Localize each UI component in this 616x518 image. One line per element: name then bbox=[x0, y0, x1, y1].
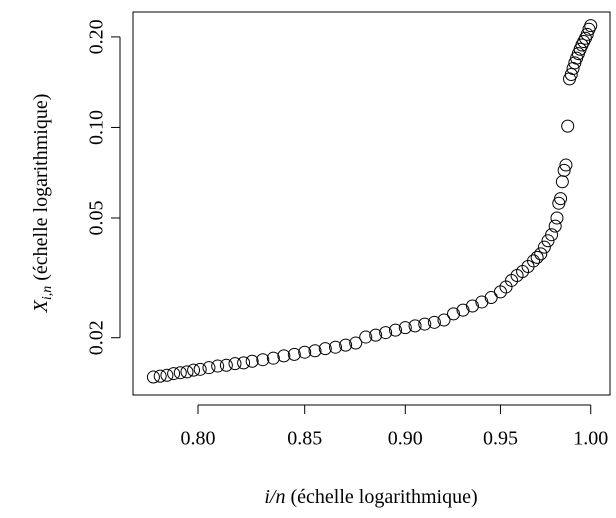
point bbox=[228, 357, 242, 371]
point bbox=[527, 254, 541, 268]
point bbox=[193, 362, 207, 376]
point bbox=[537, 240, 551, 254]
point bbox=[564, 67, 578, 81]
point bbox=[237, 356, 251, 370]
point bbox=[456, 303, 470, 317]
point bbox=[266, 351, 280, 365]
point bbox=[554, 192, 568, 206]
point bbox=[339, 338, 353, 352]
x-tick-label: 0.90 bbox=[388, 428, 423, 450]
point bbox=[379, 326, 393, 340]
point bbox=[256, 353, 270, 367]
y-tick-label: 0.05 bbox=[86, 201, 108, 236]
point bbox=[369, 328, 383, 342]
point bbox=[557, 163, 571, 177]
point bbox=[308, 344, 322, 358]
y-axis-title: Xi,n (échelle logarithmique) bbox=[30, 94, 56, 314]
point bbox=[550, 211, 564, 225]
point bbox=[475, 295, 489, 309]
point bbox=[153, 369, 167, 383]
point bbox=[584, 19, 598, 33]
point bbox=[548, 219, 562, 233]
point bbox=[318, 342, 332, 356]
point bbox=[484, 291, 498, 305]
point bbox=[575, 38, 589, 52]
point bbox=[465, 299, 479, 313]
point bbox=[219, 358, 233, 372]
point bbox=[577, 35, 591, 49]
point bbox=[359, 330, 373, 344]
point bbox=[427, 315, 441, 329]
point bbox=[173, 366, 187, 380]
point bbox=[187, 363, 201, 377]
point bbox=[245, 354, 259, 368]
point bbox=[287, 347, 301, 361]
point bbox=[561, 119, 575, 133]
point bbox=[418, 317, 432, 331]
point bbox=[167, 367, 181, 381]
point bbox=[530, 250, 544, 264]
point bbox=[545, 228, 559, 242]
x-tick-label: 0.80 bbox=[180, 428, 215, 450]
x-tick-label: 0.85 bbox=[287, 428, 322, 450]
point bbox=[559, 158, 573, 172]
point bbox=[211, 359, 225, 373]
point bbox=[555, 175, 569, 189]
y-axis-text: (échelle logarithmique) bbox=[30, 94, 52, 281]
point bbox=[447, 307, 461, 321]
x-tick-label: 1.00 bbox=[573, 428, 608, 450]
x-axis-var: i/n bbox=[264, 486, 285, 508]
point bbox=[298, 345, 312, 359]
x-tick-label: 0.95 bbox=[483, 428, 518, 450]
point bbox=[541, 234, 555, 248]
x-axis-title: i/n (échelle logarithmique) bbox=[264, 486, 477, 508]
y-tick-label: 0.02 bbox=[86, 320, 108, 355]
point bbox=[146, 370, 160, 384]
point bbox=[349, 336, 363, 350]
y-tick-label: 0.20 bbox=[86, 19, 108, 54]
point bbox=[202, 361, 216, 375]
plot-frame bbox=[132, 11, 611, 396]
y-axis-var: X bbox=[30, 299, 52, 313]
point bbox=[437, 313, 451, 327]
point bbox=[180, 365, 194, 379]
x-axis-text: (échelle logarithmique) bbox=[290, 486, 477, 508]
y-tick-label: 0.10 bbox=[86, 110, 108, 145]
point bbox=[388, 323, 402, 337]
point bbox=[398, 321, 412, 335]
point bbox=[408, 319, 422, 333]
point bbox=[277, 349, 291, 363]
point bbox=[580, 27, 594, 41]
point bbox=[160, 368, 174, 382]
y-axis-sub: i,n bbox=[40, 286, 55, 300]
point bbox=[328, 340, 342, 354]
point bbox=[534, 247, 548, 261]
